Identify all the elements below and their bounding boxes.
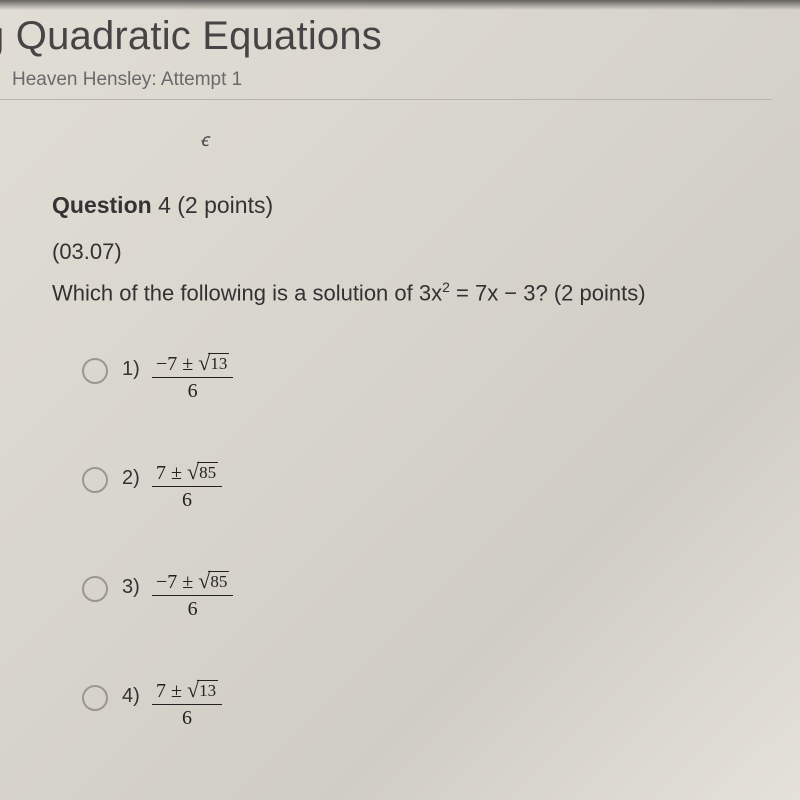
option-radio[interactable]	[82, 576, 108, 602]
radicand: 13	[208, 353, 229, 372]
question-heading: Question 4 (2 points)	[52, 192, 772, 219]
question-points: (2 points)	[177, 192, 273, 218]
quiz-page: g Quadratic Equations Heaven Hensley: At…	[0, 14, 800, 730]
option-label: 2) 7 ± √856	[122, 461, 222, 512]
fraction-numerator: −7 ± √85	[152, 570, 233, 596]
fraction-denominator: 6	[152, 487, 222, 512]
section-code: (03.07)	[52, 239, 772, 265]
attempt-line: Heaven Hensley: Attempt 1	[12, 69, 772, 91]
question-label-prefix: Question	[52, 192, 152, 218]
fraction-numerator: 7 ± √13	[152, 679, 222, 705]
sqrt: √85	[187, 462, 218, 482]
options-list: 1)−7 ± √1362)7 ± √8563)−7 ± √8564)7 ± √1…	[82, 352, 772, 730]
fraction-numerator: −7 ± √13	[152, 352, 233, 378]
window-top-shadow	[0, 0, 800, 10]
fraction-denominator: 6	[152, 705, 222, 730]
question-block: Question 4 (2 points) (03.07) Which of t…	[52, 192, 772, 730]
fraction-denominator: 6	[152, 596, 233, 621]
radicand: 13	[197, 680, 218, 699]
option-radio[interactable]	[82, 358, 108, 384]
option-row[interactable]: 2) 7 ± √856	[82, 461, 772, 512]
option-row[interactable]: 4) 7 ± √136	[82, 679, 772, 730]
page-title: g Quadratic Equations	[0, 14, 772, 59]
option-label: 4) 7 ± √136	[122, 679, 222, 730]
fraction: −7 ± √136	[152, 352, 233, 403]
question-prompt: Which of the following is a solution of …	[52, 279, 772, 306]
option-row[interactable]: 1) −7 ± √136	[82, 352, 772, 403]
sqrt: √13	[198, 353, 229, 373]
fraction: 7 ± √136	[152, 679, 222, 730]
option-number: 4)	[122, 679, 144, 708]
option-radio[interactable]	[82, 685, 108, 711]
option-number: 1)	[122, 352, 144, 381]
header-separator	[0, 99, 772, 100]
option-radio[interactable]	[82, 467, 108, 493]
editor-toolbar-glyph[interactable]: ꞓ	[200, 128, 772, 152]
option-label: 3) −7 ± √856	[122, 570, 233, 621]
fraction: −7 ± √856	[152, 570, 233, 621]
option-number: 3)	[122, 570, 144, 599]
fraction: 7 ± √856	[152, 461, 222, 512]
fraction-denominator: 6	[152, 378, 233, 403]
sqrt: √85	[198, 571, 229, 591]
option-label: 1) −7 ± √136	[122, 352, 233, 403]
option-row[interactable]: 3) −7 ± √856	[82, 570, 772, 621]
radicand: 85	[197, 462, 218, 481]
question-number: 4	[158, 192, 171, 218]
option-number: 2)	[122, 461, 144, 490]
sqrt: √13	[187, 680, 218, 700]
radicand: 85	[208, 571, 229, 590]
fraction-numerator: 7 ± √85	[152, 461, 222, 487]
